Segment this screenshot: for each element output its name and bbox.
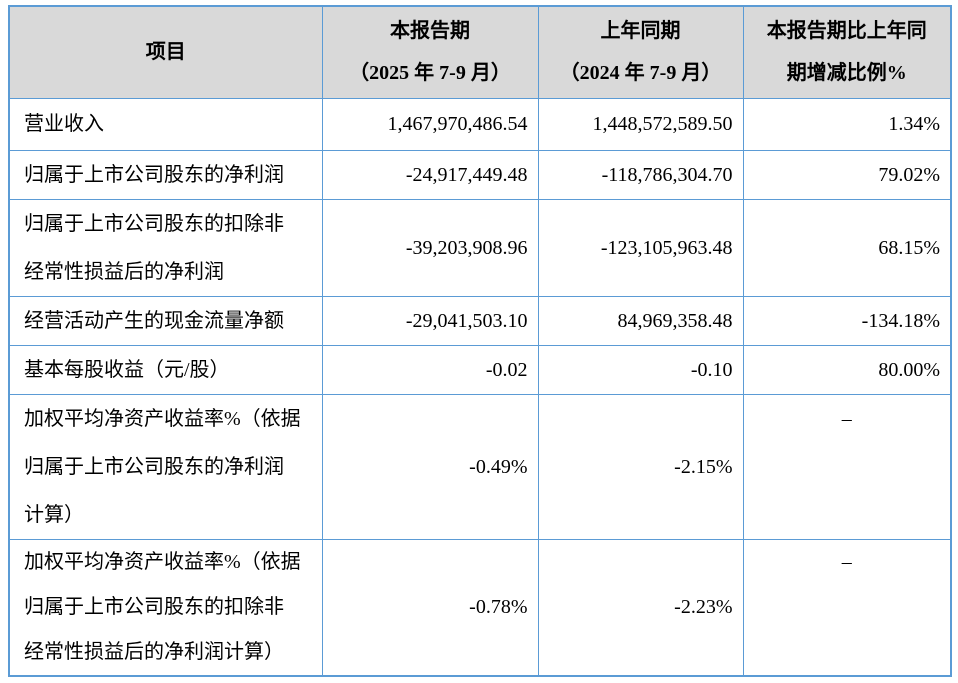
- change-cell: –: [742, 393, 952, 540]
- change-cell: 68.15%: [742, 198, 952, 297]
- table-row: 加权平均净资产收益率%（依据归属于上市公司股东的扣除非经常性损益后的净利润计算）…: [8, 538, 952, 677]
- header-cell-change: 本报告期比上年同 期增减比例%: [742, 5, 952, 99]
- item-cell: 基本每股收益（元/股）: [8, 344, 323, 395]
- prior-period-cell: 84,969,358.48: [537, 295, 744, 346]
- table-row: 经营活动产生的现金流量净额 -29,041,503.10 84,969,358.…: [8, 295, 952, 346]
- header-label-current-period-range: （2025 年 7-9 月）: [349, 62, 511, 85]
- change-cell: 80.00%: [742, 344, 952, 395]
- change-cell: -134.18%: [742, 295, 952, 346]
- header-label-change: 本报告期比上年同: [766, 20, 927, 43]
- prior-period-cell: -2.15%: [537, 393, 744, 540]
- current-period-cell: -0.78%: [321, 538, 539, 677]
- change-cell: 79.02%: [742, 149, 952, 200]
- header-row: 项目 本报告期 （2025 年 7-9 月） 上年同期 （2024 年 7-9 …: [8, 5, 952, 99]
- prior-period-cell: -2.23%: [537, 538, 744, 677]
- header-label-current-period: 本报告期: [390, 20, 470, 43]
- current-period-cell: -29,041,503.10: [321, 295, 539, 346]
- current-period-cell: 1,467,970,486.54: [321, 97, 539, 151]
- item-cell: 归属于上市公司股东的扣除非经常性损益后的净利润: [8, 198, 323, 297]
- current-period-cell: -0.49%: [321, 393, 539, 540]
- item-cell: 营业收入: [8, 97, 323, 151]
- item-cell: 经营活动产生的现金流量净额: [8, 295, 323, 346]
- table-row: 加权平均净资产收益率%（依据归属于上市公司股东的净利润计算） -0.49% -2…: [8, 393, 952, 540]
- header-cell-current-period: 本报告期 （2025 年 7-9 月）: [321, 5, 539, 99]
- table-row: 营业收入 1,467,970,486.54 1,448,572,589.50 1…: [8, 97, 952, 151]
- item-cell: 归属于上市公司股东的净利润: [8, 149, 323, 200]
- item-cell: 加权平均净资产收益率%（依据归属于上市公司股东的扣除非经常性损益后的净利润计算）: [8, 538, 323, 677]
- prior-period-cell: -0.10: [537, 344, 744, 395]
- header-label-item: 项目: [145, 41, 186, 64]
- prior-period-cell: 1,448,572,589.50: [537, 97, 744, 151]
- prior-period-cell: -118,786,304.70: [537, 149, 744, 200]
- header-label-prior-period-range: （2024 年 7-9 月）: [559, 62, 722, 85]
- table-row: 归属于上市公司股东的扣除非经常性损益后的净利润 -39,203,908.96 -…: [8, 198, 952, 297]
- financial-summary-table: 项目 本报告期 （2025 年 7-9 月） 上年同期 （2024 年 7-9 …: [8, 5, 952, 677]
- header-label-change-2: 期增减比例%: [786, 62, 907, 85]
- item-cell: 加权平均净资产收益率%（依据归属于上市公司股东的净利润计算）: [8, 393, 323, 540]
- header-cell-item: 项目: [8, 5, 323, 99]
- table-row: 归属于上市公司股东的净利润 -24,917,449.48 -118,786,30…: [8, 149, 952, 200]
- current-period-cell: -0.02: [321, 344, 539, 395]
- change-cell: –: [742, 538, 952, 677]
- current-period-cell: -24,917,449.48: [321, 149, 539, 200]
- prior-period-cell: -123,105,963.48: [537, 198, 744, 297]
- header-cell-prior-period: 上年同期 （2024 年 7-9 月）: [537, 5, 744, 99]
- header-label-prior-period: 上年同期: [600, 20, 681, 43]
- change-cell: 1.34%: [742, 97, 952, 151]
- document-page: 项目 本报告期 （2025 年 7-9 月） 上年同期 （2024 年 7-9 …: [0, 5, 958, 683]
- current-period-cell: -39,203,908.96: [321, 198, 539, 297]
- table-row: 基本每股收益（元/股） -0.02 -0.10 80.00%: [8, 344, 952, 395]
